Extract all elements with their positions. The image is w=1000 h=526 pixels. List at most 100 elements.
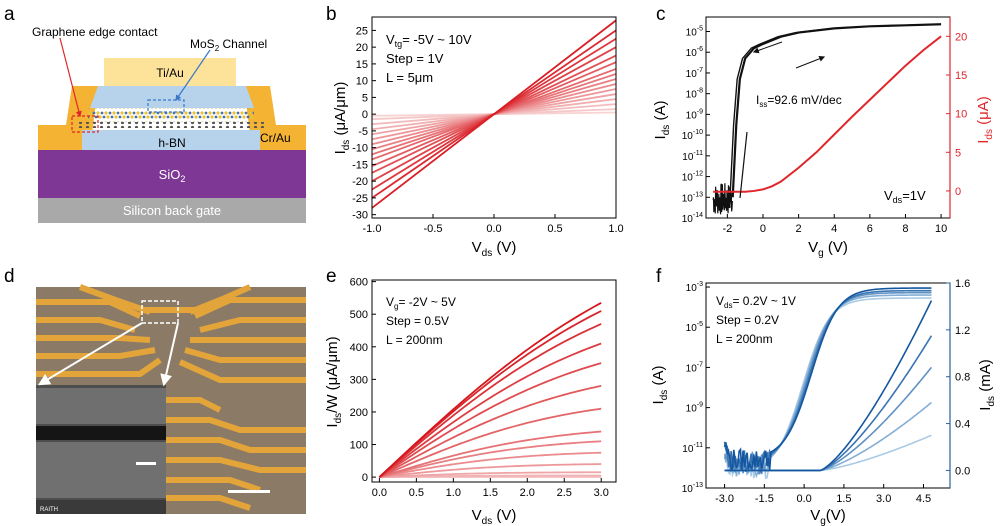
panel-e-ytick-label: 600	[350, 277, 368, 289]
panel-b-annotation-length: L = 5μm	[386, 70, 433, 85]
panel-f-xlabel: Vg(V)	[810, 507, 846, 526]
panel-e-ytick-label: 0	[362, 472, 368, 484]
sem-footer	[36, 500, 166, 514]
zoom-arrow-right	[160, 322, 179, 387]
panel-f-ylabel-right: Ids (mA)	[977, 359, 997, 410]
panel-b-xtick-label: 0.0	[486, 223, 501, 235]
panel-c-ytick-right-label: 10	[955, 109, 967, 121]
panel-c-xtick-label: 2	[796, 223, 802, 235]
panel-e-curve	[379, 471, 602, 479]
panel-letter-f: f	[656, 266, 662, 287]
panel-b-annotation-step: Step = 1V	[386, 51, 444, 66]
panel-b-annotation-vtg: Vtg= -5V ~ 10V	[386, 32, 472, 49]
sem-scale-bar	[136, 462, 156, 465]
panel-e-curve	[378, 362, 602, 478]
mos2-lattice	[88, 108, 254, 122]
hbn-label: h-BN	[158, 136, 185, 150]
panel-c-ytick-left-label: 10-7	[686, 67, 703, 80]
panel-e-ytick-label: 300	[350, 374, 368, 386]
panel-f-xtick-label: 3.0	[876, 493, 891, 505]
ti-au-gate	[104, 58, 236, 86]
panel-e-axes: 0.0 0.5 1.0 1.5 2.0 2.5 3.0 0 100 200 300 400 500 600	[350, 277, 609, 499]
panel-b-ylabel: Ids (μA/μm)	[332, 82, 352, 155]
panel-f-annotation-vds: Vds= 0.2V ~ 1V	[716, 294, 796, 310]
panel-b-curves	[371, 19, 617, 209]
panel-e-ytick-label: 200	[350, 407, 368, 419]
panel-f-xtick-label: 1.5	[836, 493, 851, 505]
graphene-arrow	[59, 37, 82, 118]
panel-f-annotation-length: L = 200nm	[716, 332, 773, 346]
panel-e-xtick-label: 2.0	[520, 487, 535, 499]
panel-e-ytick-label: 100	[350, 440, 368, 452]
silicon-layer	[38, 198, 306, 223]
panel-c-ylabel-left: Ids (A)	[652, 101, 672, 140]
panel-letter-b: b	[326, 4, 337, 25]
panel-letter-a: a	[4, 4, 15, 25]
panel-f-log-curve	[723, 287, 932, 473]
panel-c-xtick-label: 10	[935, 223, 947, 235]
panel-c-axes: -2 0 2 4 6 8 10 10-14 10-13 10-12 10-11 10-10 10-9 10…	[682, 26, 968, 235]
panel-b-xtick-label: 0.5	[547, 223, 562, 235]
graphene-layer	[76, 122, 266, 128]
panel-e-curves	[378, 302, 602, 479]
panel-f-linear-curve	[724, 300, 933, 472]
panel-c-ytick-left-label: 10-9	[686, 108, 703, 121]
sem-bottom-metal	[36, 442, 166, 498]
panel-f-ytick-left-label: 10-5	[686, 321, 703, 334]
panel-letter-e: e	[326, 266, 337, 287]
panel-f-ytick-left-label: 10-7	[686, 361, 703, 374]
panel-c-ytick-left-label: 10-11	[682, 150, 703, 163]
panel-b-xtick-label: 1.0	[608, 223, 623, 235]
ti-au-label: Ti/Au	[156, 66, 184, 80]
panel-e-annotation-length: L = 200nm	[386, 333, 443, 347]
panel-letter-d: d	[4, 266, 15, 287]
panel-f-ytick-right-label: 0.4	[955, 419, 970, 431]
panel-f-ytick-left-label: 10-3	[686, 281, 703, 294]
panel-c-ytick-left-label: 10-12	[682, 171, 703, 184]
panel-b-xtick-label: -1.0	[363, 223, 382, 235]
panel-b-ytick-label: 25	[356, 25, 368, 37]
panel-c-curves	[712, 23, 942, 215]
panel-f-ytick-right-label: 1.2	[955, 325, 970, 337]
zoom-arrow-left	[37, 322, 143, 386]
panel-e-xtick-label: 3.0	[594, 487, 609, 499]
hbn-bottom	[82, 130, 260, 150]
panel-b-ytick-label: -30	[352, 210, 368, 222]
ss-slope-line	[739, 131, 748, 199]
panel-c-ytick-right-label: 15	[955, 70, 967, 82]
panel-c-ytick-left-label: 10-10	[682, 129, 703, 142]
panel-f-xtick-label: 4.5	[916, 493, 931, 505]
sio2-label: SiO2	[159, 167, 186, 184]
silicon-gate-label: Silicon back gate	[123, 203, 221, 218]
panel-e-curve	[379, 430, 602, 478]
panel-c-chart: -2 0 2 4 6 8 10 10-14 10-13 10-12 10-11 10-10 10-9 10…	[652, 16, 995, 259]
sweep-arrow-forward	[795, 55, 826, 69]
panel-c-ytick-left-label: 10-6	[686, 46, 703, 59]
panel-e-curve	[379, 440, 602, 478]
panel-e-xtick-label: 1.5	[483, 487, 498, 499]
channel-arrow	[175, 49, 211, 101]
panel-c-log-curve	[731, 23, 942, 198]
electrode-pattern	[36, 284, 306, 511]
panel-d-micrograph: RAITH	[36, 284, 306, 514]
panel-f-xtick-label: 0.0	[796, 493, 811, 505]
panel-e-curve	[379, 463, 602, 479]
panel-f-curves	[723, 287, 933, 480]
cr-au-label: Cr/Au	[260, 131, 291, 145]
panel-e-xtick-label: 1.0	[446, 487, 461, 499]
panel-c-ytick-left-label: 10-14	[682, 212, 703, 225]
panel-f-chart: -3.0 -1.5 0.0 1.5 3.0 4.5 10-13 10-11 10-9 10-7 10…	[650, 278, 997, 526]
panel-b-ytick-label: 10	[356, 76, 368, 88]
panel-c-ylabel-right: Ids (μA)	[975, 96, 995, 144]
panel-b-axes: -1.0 -0.5 0.0 0.5 1.0 -30 -25 -20 -15 -10 -5 0 5 10 15…	[352, 25, 624, 235]
panel-c-xtick-label: 4	[831, 223, 837, 235]
panel-c-vds-annotation: Vds=1V	[884, 188, 926, 205]
panel-e-curve	[378, 342, 602, 478]
panel-e-annotation-step: Step = 0.5V	[386, 314, 449, 328]
sem-brand: RAITH	[40, 507, 58, 513]
panel-a-schematic: Graphene edge contact MoS2 Channel Ti/Au…	[32, 25, 306, 223]
hbn-top	[90, 86, 254, 108]
panel-f-ytick-right-label: 0.0	[955, 465, 970, 477]
panel-b-ytick-label: -25	[352, 193, 368, 205]
